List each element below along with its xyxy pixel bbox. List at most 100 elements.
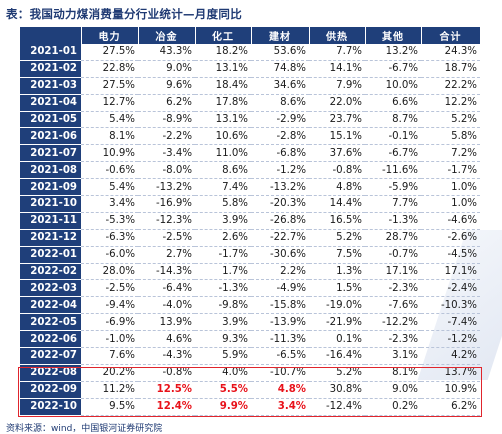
table-cell: 5.2% xyxy=(421,111,480,129)
table-cell: 5.8% xyxy=(421,127,480,146)
table-row: 2021-02 22.8% 9.0% 13.1% 74.8% 14.1% -6.7% 18.7… xyxy=(20,60,480,78)
table-cell: -2.4% xyxy=(421,279,480,298)
table-cell: 7.9% xyxy=(309,77,365,95)
row-month-label: 2022-09 xyxy=(20,381,81,399)
table-cell: -1.2% xyxy=(421,330,480,349)
table-cell: -6.8% xyxy=(251,144,309,163)
table-cell: 7.7% xyxy=(365,195,421,213)
table-cell: 7.6% xyxy=(81,347,138,365)
table-cell: 9.0% xyxy=(138,60,195,78)
table-cell: -8.9% xyxy=(138,111,195,129)
table-cell: -26.8% xyxy=(251,212,309,230)
table-cell: 12.2% xyxy=(421,94,480,112)
table-cell: 17.8% xyxy=(195,94,251,112)
table-cell: 5.8% xyxy=(195,195,251,213)
table-row: 2022-07 7.6% -4.3% 5.9% -6.5% -16.4% 3.1% 4.2% xyxy=(20,347,480,365)
table-cell: 6.6% xyxy=(365,94,421,112)
table-cell: 6.2% xyxy=(138,94,195,112)
table-cell: -1.7% xyxy=(195,246,251,264)
table-row: 2022-09 11.2% 12.5% 5.5% 4.8% 30.8% 9.0% 10.9% xyxy=(20,381,480,399)
table-cell: 43.3% xyxy=(138,44,195,61)
table-cell: -30.6% xyxy=(251,246,309,264)
row-month-label: 2021-12 xyxy=(20,229,81,247)
table-cell: -1.2% xyxy=(251,161,309,180)
table-cell: 8.7% xyxy=(365,111,421,129)
table-cell: -4.0% xyxy=(138,296,195,315)
table-cell: -13.2% xyxy=(138,178,195,197)
table-cell: -5.9% xyxy=(365,178,421,197)
table-cell: 2.2% xyxy=(251,263,309,281)
row-month-label: 2021-06 xyxy=(20,127,81,146)
table-cell: 7.4% xyxy=(195,178,251,197)
table-cell: 10.9% xyxy=(421,381,480,399)
table-cell: 3.9% xyxy=(195,212,251,230)
table-cell: 28.7% xyxy=(365,229,421,247)
table-cell: -4.6% xyxy=(421,212,480,230)
column-header: 其他 xyxy=(365,27,422,44)
table-cell: -9.8% xyxy=(195,296,251,315)
table-cell: 11.0% xyxy=(195,144,251,163)
table-cell: 5.2% xyxy=(309,364,365,382)
table-cell: 22.2% xyxy=(421,77,480,95)
row-month-label: 2021-02 xyxy=(20,60,81,78)
column-header: 电力 xyxy=(81,27,139,44)
table-cell: -13.9% xyxy=(251,313,309,332)
table-cell: -15.8% xyxy=(251,296,309,315)
column-header: 化工 xyxy=(195,27,252,44)
row-month-label: 2021-08 xyxy=(20,161,81,180)
table-cell: -4.5% xyxy=(421,246,480,264)
table-cell: 3.9% xyxy=(195,313,251,332)
table-row: 2021-11 -5.3% -12.3% 3.9% -26.8% 16.5% -1.3% -4… xyxy=(20,212,480,230)
table-cell: 10.0% xyxy=(365,77,421,95)
table-cell: -4.3% xyxy=(138,347,195,365)
row-month-label: 2022-05 xyxy=(20,313,81,332)
table-row: 2022-10 9.5% 12.4% 9.9% 3.4% -12.4% 0.2% 6.2% xyxy=(20,398,480,416)
row-month-label: 2022-06 xyxy=(20,330,81,349)
table-cell: -3.4% xyxy=(138,144,195,163)
table-row: 2021-03 27.5% 9.6% 18.4% 34.6% 7.9% 10.0% 22.2% xyxy=(20,77,480,95)
table-cell: 2.7% xyxy=(138,246,195,264)
table-row: 2021-05 5.4% -8.9% 13.1% -2.9% 23.7% 8.7% 5.2% xyxy=(20,111,480,129)
table-body: 2021-01 27.5% 43.3% 18.2% 53.6% 7.7% 13.2% 24.3… xyxy=(20,44,480,416)
table-cell: 1.3% xyxy=(309,263,365,281)
table-cell: 13.1% xyxy=(195,60,251,78)
table-cell: 22.8% xyxy=(81,60,138,78)
table-cell: 10.9% xyxy=(81,144,138,163)
table-cell: 3.4% xyxy=(81,195,138,213)
row-month-label: 2022-08 xyxy=(20,364,81,382)
table-cell: -7.4% xyxy=(421,313,480,332)
table-cell: 4.6% xyxy=(138,330,195,349)
table-cell: 30.8% xyxy=(309,381,365,399)
table-row: 2021-10 3.4% -16.9% 5.8% -20.3% 14.4% 7.7% 1.0% xyxy=(20,195,480,213)
table-cell: 11.2% xyxy=(81,381,138,399)
table-cell: 17.1% xyxy=(365,263,421,281)
table-cell: 18.7% xyxy=(421,60,480,78)
table-cell: 12.5% xyxy=(138,381,195,399)
table-cell: -12.2% xyxy=(365,313,421,332)
table-cell: 5.4% xyxy=(81,178,138,197)
table-cell: 8.6% xyxy=(195,161,251,180)
table-cell: -0.6% xyxy=(81,161,138,180)
table-cell: 0.1% xyxy=(309,330,365,349)
table-cell: -6.7% xyxy=(365,60,421,78)
table-row: 2021-09 5.4% -13.2% 7.4% -13.2% 4.8% -5.9% 1.0% xyxy=(20,178,480,197)
row-month-label: 2021-07 xyxy=(20,144,81,163)
table-cell: -6.7% xyxy=(365,144,421,163)
table-cell: 5.9% xyxy=(195,347,251,365)
table-cell: 18.4% xyxy=(195,77,251,95)
table-cell: -2.9% xyxy=(251,111,309,129)
table-cell: 23.7% xyxy=(309,111,365,129)
table-cell: 6.2% xyxy=(421,398,480,416)
table-cell: 37.6% xyxy=(309,144,365,163)
table-cell: -4.9% xyxy=(251,279,309,298)
table-row: 2022-04 -9.4% -4.0% -9.8% -15.8% -19.0% -7.6% -… xyxy=(20,296,480,315)
table-cell: -2.5% xyxy=(81,279,138,298)
table-cell: 10.6% xyxy=(195,127,251,146)
table-cell: 4.8% xyxy=(251,381,309,399)
table-row: 2022-05 -6.9% 13.9% 3.9% -13.9% -21.9% -12.2% -… xyxy=(20,313,480,332)
table-cell: 0.2% xyxy=(365,398,421,416)
table-cell: -2.6% xyxy=(421,229,480,247)
table-cell: -2.3% xyxy=(365,279,421,298)
table-cell: 27.5% xyxy=(81,44,138,61)
table-cell: -1.3% xyxy=(365,212,421,230)
